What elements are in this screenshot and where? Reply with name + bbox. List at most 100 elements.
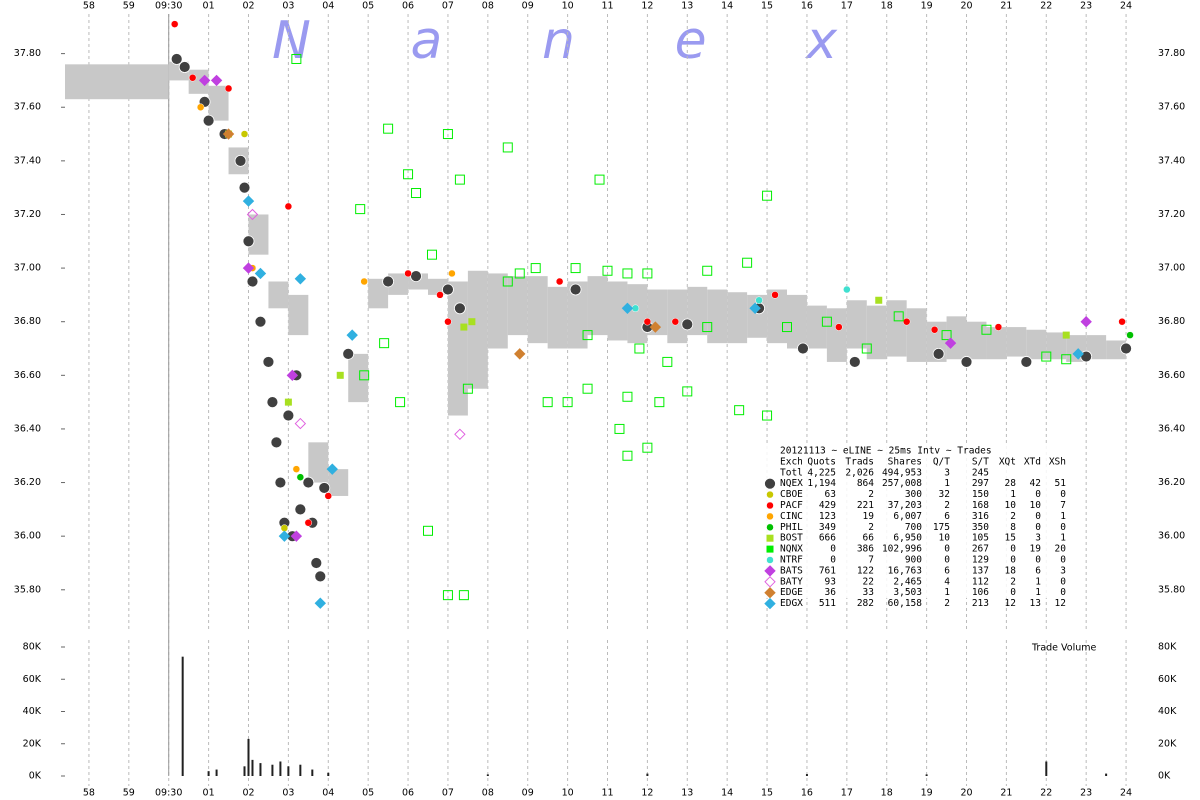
volume-bar — [247, 738, 250, 776]
table-cell: 10 — [1030, 500, 1042, 511]
x-tick-label: 59 — [123, 788, 135, 799]
table-cell: 93 — [825, 576, 836, 587]
trade-marker — [634, 343, 645, 354]
table-cell: 33 — [863, 587, 874, 598]
trade-marker — [749, 302, 761, 315]
trade-marker — [411, 188, 422, 199]
trade-marker — [426, 249, 437, 260]
trade-marker — [274, 476, 287, 489]
x-tick-label: 13 — [681, 1, 693, 12]
nbbo-band — [866, 305, 887, 360]
x-tick-label: 07 — [442, 788, 454, 799]
trade-marker — [702, 322, 713, 333]
trade-marker — [861, 343, 872, 354]
legend-marker — [764, 477, 776, 490]
trade-marker — [254, 267, 267, 280]
table-cell: 3 — [1035, 533, 1041, 544]
trade-marker — [178, 61, 191, 73]
trade-marker — [196, 103, 205, 111]
trade-marker — [649, 321, 662, 333]
x-tick-label: 02 — [242, 1, 254, 12]
x-tick-label: 19 — [921, 1, 933, 12]
total-cell: 3 — [944, 467, 950, 478]
volume-bar — [243, 766, 246, 776]
trade-marker — [562, 397, 573, 408]
legend-name: PHIL — [780, 522, 803, 533]
trade-marker — [355, 204, 366, 215]
trade-marker — [278, 530, 291, 542]
table-cell: 1 — [944, 478, 950, 489]
column-header: Quots — [807, 456, 836, 467]
nbbo-band — [727, 292, 748, 344]
volume-bar — [287, 766, 290, 776]
trade-marker — [821, 316, 832, 327]
trade-marker — [642, 268, 653, 279]
table-cell: 22 — [863, 576, 874, 587]
nbbo-band — [467, 270, 488, 389]
trade-marker — [382, 275, 395, 288]
volume-bar — [181, 656, 184, 776]
table-cell: 129 — [972, 555, 989, 566]
volume-bar — [299, 764, 302, 776]
trade-marker — [410, 270, 422, 283]
column-header: Exch — [780, 456, 803, 467]
trade-marker — [582, 330, 593, 341]
volume-bar — [279, 761, 282, 776]
trade-marker — [284, 398, 292, 406]
x-tick-label: 09:30 — [155, 788, 182, 799]
volume-bar — [259, 763, 262, 776]
nbbo-band — [348, 353, 369, 403]
trade-marker — [360, 277, 368, 286]
y-tick-label: 36.60 — [14, 370, 41, 381]
table-cell: 1 — [1010, 489, 1016, 500]
table-cell: 2 — [1010, 576, 1016, 587]
column-header: XSh — [1049, 456, 1066, 467]
trade-marker — [294, 273, 307, 285]
y-tick-label-right: 37.60 — [1158, 102, 1185, 113]
total-cell: 494,953 — [882, 467, 922, 478]
table-cell: 37,203 — [888, 500, 922, 511]
trade-marker — [210, 74, 223, 87]
trade-marker — [797, 342, 809, 355]
volume-tick-label: 40K — [23, 706, 42, 717]
nbbo-band — [826, 308, 847, 362]
x-tick-label: 08 — [482, 1, 494, 12]
trade-marker — [318, 482, 331, 494]
table-cell: 6,007 — [893, 511, 922, 522]
table-cell: 1 — [944, 587, 950, 598]
trade-marker — [944, 337, 957, 349]
volume-tick-label-right: 40K — [1158, 706, 1177, 717]
trade-marker — [379, 338, 390, 349]
trade-marker — [542, 397, 553, 408]
table-cell: 429 — [819, 500, 836, 511]
trade-marker — [234, 154, 247, 167]
trade-marker — [242, 195, 255, 207]
x-tick-label: 16 — [801, 788, 813, 799]
x-tick-label: 59 — [123, 1, 135, 12]
x-tick-label: 05 — [362, 1, 374, 12]
x-tick-label: 24 — [1120, 788, 1132, 799]
trade-marker — [662, 356, 673, 367]
volume-tick-label: 0K — [29, 771, 42, 782]
table-cell: 0 — [944, 544, 950, 555]
volume-bar — [1105, 773, 1108, 776]
table-cell: 282 — [857, 598, 874, 609]
table-cell: 12 — [1005, 598, 1016, 609]
trade-marker — [614, 423, 625, 434]
trade-marker — [262, 356, 275, 368]
table-cell: 0 — [1035, 511, 1041, 522]
x-tick-label: 23 — [1080, 1, 1092, 12]
x-tick-label: 12 — [641, 788, 653, 799]
column-header: Shares — [888, 456, 922, 467]
column-header: Q/T — [933, 456, 950, 467]
trade-marker — [594, 174, 605, 185]
x-tick-label: 20 — [960, 788, 972, 799]
table-cell: 300 — [905, 489, 922, 500]
nbbo-band — [1106, 340, 1127, 360]
trade-marker — [224, 84, 233, 93]
trade-marker — [442, 283, 454, 296]
table-cell: 221 — [857, 500, 874, 511]
volume-bar — [805, 774, 808, 776]
volume-tick-label-right: 60K — [1158, 674, 1177, 685]
trade-marker — [835, 323, 843, 331]
